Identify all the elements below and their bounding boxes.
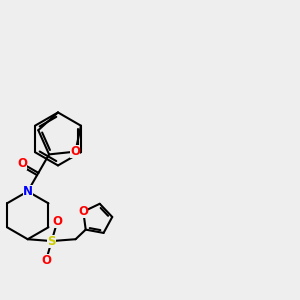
Text: O: O [78, 205, 88, 218]
Text: S: S [47, 235, 56, 248]
Text: N: N [23, 185, 33, 198]
Text: N: N [23, 185, 33, 198]
Text: O: O [70, 145, 80, 158]
Text: O: O [41, 254, 51, 267]
Text: O: O [17, 157, 28, 170]
Text: O: O [52, 215, 62, 228]
